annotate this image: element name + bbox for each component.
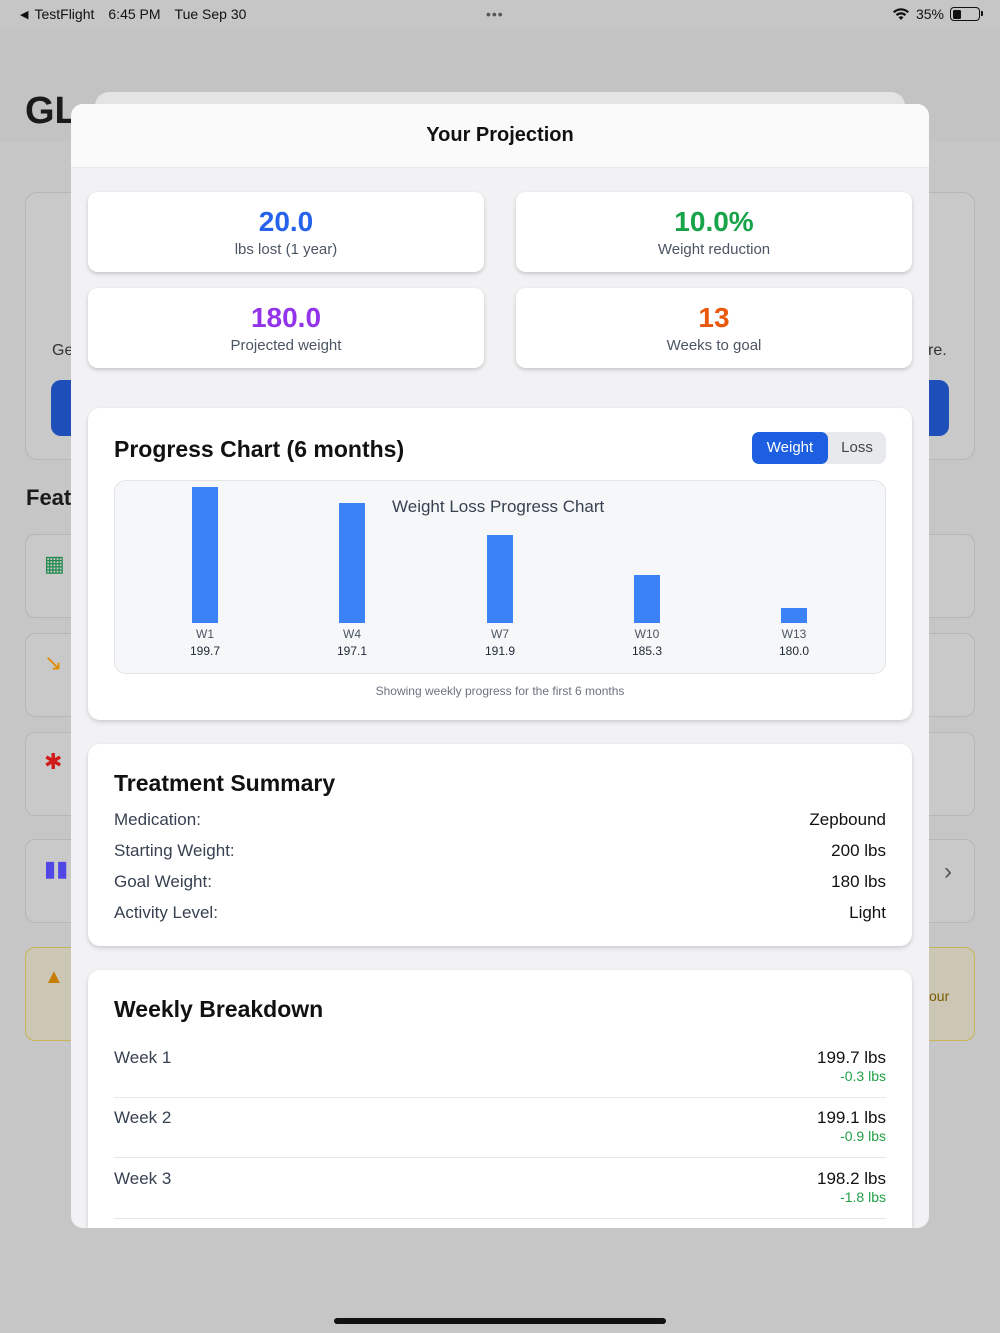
chart-caption: Showing weekly progress for the first 6 …: [375, 684, 625, 698]
battery-icon: [950, 7, 983, 21]
chart-tick-label: W7: [491, 627, 509, 641]
stat-card-projected-weight: 180.0 Projected weight: [88, 288, 484, 368]
battery-fill: [952, 9, 962, 19]
chevron-right-icon: ›: [944, 858, 952, 885]
stat-label: Projected weight: [230, 337, 342, 354]
status-bar: ◀ TestFlight 6:45 PM Tue Sep 30 ••• 35%: [0, 0, 1000, 28]
chart-value-label: 180.0: [778, 644, 810, 658]
chart-tick-label: W10: [634, 627, 660, 641]
background-warning-text: our: [929, 988, 950, 1004]
home-indicator[interactable]: [334, 1318, 666, 1324]
sheet-content[interactable]: 20.0 lbs lost (1 year) 10.0% Weight redu…: [71, 168, 929, 1228]
battery-percent: 35%: [915, 6, 944, 22]
stat-value: 10.0%: [674, 206, 754, 237]
chart-bar: [487, 534, 513, 623]
summary-value: Zepbound: [809, 810, 886, 829]
chart-tick-label: W13: [781, 627, 807, 641]
week-row: Week 2 199.1 lbs -0.9 lbs: [114, 1098, 886, 1158]
asterisk-icon: ✱: [44, 749, 63, 774]
week-change: -0.3 lbs: [840, 1068, 886, 1084]
week-label: Week 2: [114, 1108, 172, 1127]
sheet-nav-bar: Your Projection: [71, 104, 929, 168]
progress-chart-title: Progress Chart (6 months): [114, 436, 405, 462]
summary-key: Activity Level:: [114, 903, 218, 922]
stat-card-weeks-to-goal: 13 Weeks to goal: [516, 288, 912, 368]
treatment-summary-card: Treatment Summary Medication: Zepbound S…: [88, 744, 912, 946]
week-weight: 199.1 lbs: [817, 1108, 886, 1127]
chart-value-label: 197.1: [336, 644, 368, 658]
chart-tick-label: W4: [343, 627, 361, 641]
calculator-icon: ▦: [44, 551, 65, 576]
week-row: Week 1 199.7 lbs -0.3 lbs: [114, 1038, 886, 1098]
chart-tick-label: W1: [196, 627, 214, 641]
toggle-loss-button[interactable]: Loss: [841, 439, 873, 456]
warning-icon: ▲: [44, 966, 64, 988]
stat-label: Weeks to goal: [666, 337, 762, 354]
background-hero-text-end: re.: [928, 342, 947, 359]
book-icon: ▮▮: [44, 856, 69, 881]
chart-bar: [339, 502, 365, 623]
chart-bar: [634, 575, 660, 623]
toggle-weight-button[interactable]: Weight: [752, 432, 828, 464]
trending-down-icon: ↘: [44, 650, 63, 675]
back-app-label[interactable]: TestFlight: [34, 6, 95, 22]
week-weight: 199.7 lbs: [817, 1048, 886, 1067]
summary-value: 200 lbs: [831, 841, 886, 860]
summary-key: Goal Weight:: [114, 872, 212, 891]
summary-row-activity-level: Activity Level: Light: [114, 903, 886, 927]
summary-row-goal-weight: Goal Weight: 180 lbs: [114, 872, 886, 896]
chart-title: Weight Loss Progress Chart: [392, 497, 605, 516]
back-arrow-icon[interactable]: ◀: [20, 8, 29, 21]
week-change: -0.9 lbs: [840, 1128, 886, 1144]
summary-value: Light: [849, 903, 886, 922]
status-right: 35%: [892, 6, 983, 22]
background-hero-text: Ge: [52, 342, 74, 359]
status-left: ◀ TestFlight 6:45 PM Tue Sep 30: [20, 6, 246, 22]
sheet-title: Your Projection: [426, 124, 574, 146]
chart-value-label: 191.9: [484, 644, 516, 658]
weekly-breakdown-card: Weekly Breakdown Week 1 199.7 lbs -0.3 l…: [88, 970, 912, 1228]
stat-card-weight-reduction: 10.0% Weight reduction: [516, 192, 912, 272]
stat-card-lbs-lost: 20.0 lbs lost (1 year): [88, 192, 484, 272]
week-row: Week 3 198.2 lbs -1.8 lbs: [114, 1159, 886, 1219]
chart-value-label: 199.7: [189, 644, 221, 658]
weekly-breakdown-title: Weekly Breakdown: [114, 996, 324, 1022]
multitasking-dots-icon[interactable]: •••: [486, 6, 504, 22]
treatment-summary-title: Treatment Summary: [114, 770, 336, 796]
week-change: -1.8 lbs: [840, 1189, 886, 1205]
week-label: Week 1: [114, 1048, 172, 1067]
summary-row-medication: Medication: Zepbound: [114, 810, 886, 834]
summary-value: 180 lbs: [831, 872, 886, 891]
stat-value: 13: [698, 302, 730, 333]
summary-key: Medication:: [114, 810, 201, 829]
summary-row-starting-weight: Starting Weight: 200 lbs: [114, 841, 886, 865]
status-time: 6:45 PM: [108, 6, 161, 22]
background-title: GL: [25, 90, 78, 132]
week-weight: 198.2 lbs: [817, 1169, 886, 1188]
weight-loss-chart: Weight Loss Progress Chart W1 199.7 W4 197.…: [114, 480, 886, 674]
week-label: Week 3: [114, 1169, 172, 1188]
background-section-title: Feat: [26, 485, 72, 510]
stat-label: lbs lost (1 year): [234, 241, 338, 258]
chart-mode-toggle[interactable]: Weight Loss: [752, 432, 886, 464]
progress-chart-card: Progress Chart (6 months) Weight Loss We…: [88, 408, 912, 720]
projection-sheet: Your Projection 20.0 lbs lost (1 year) 1…: [71, 104, 929, 1228]
stat-value: 180.0: [250, 302, 322, 333]
status-date: Tue Sep 30: [174, 6, 247, 22]
summary-key: Starting Weight:: [114, 841, 235, 860]
stat-label: Weight reduction: [657, 241, 771, 258]
wifi-icon: [892, 8, 909, 20]
chart-value-label: 185.3: [631, 644, 663, 658]
stat-value: 20.0: [258, 206, 314, 237]
chart-bar: [781, 607, 807, 623]
chart-bar: [192, 487, 218, 623]
